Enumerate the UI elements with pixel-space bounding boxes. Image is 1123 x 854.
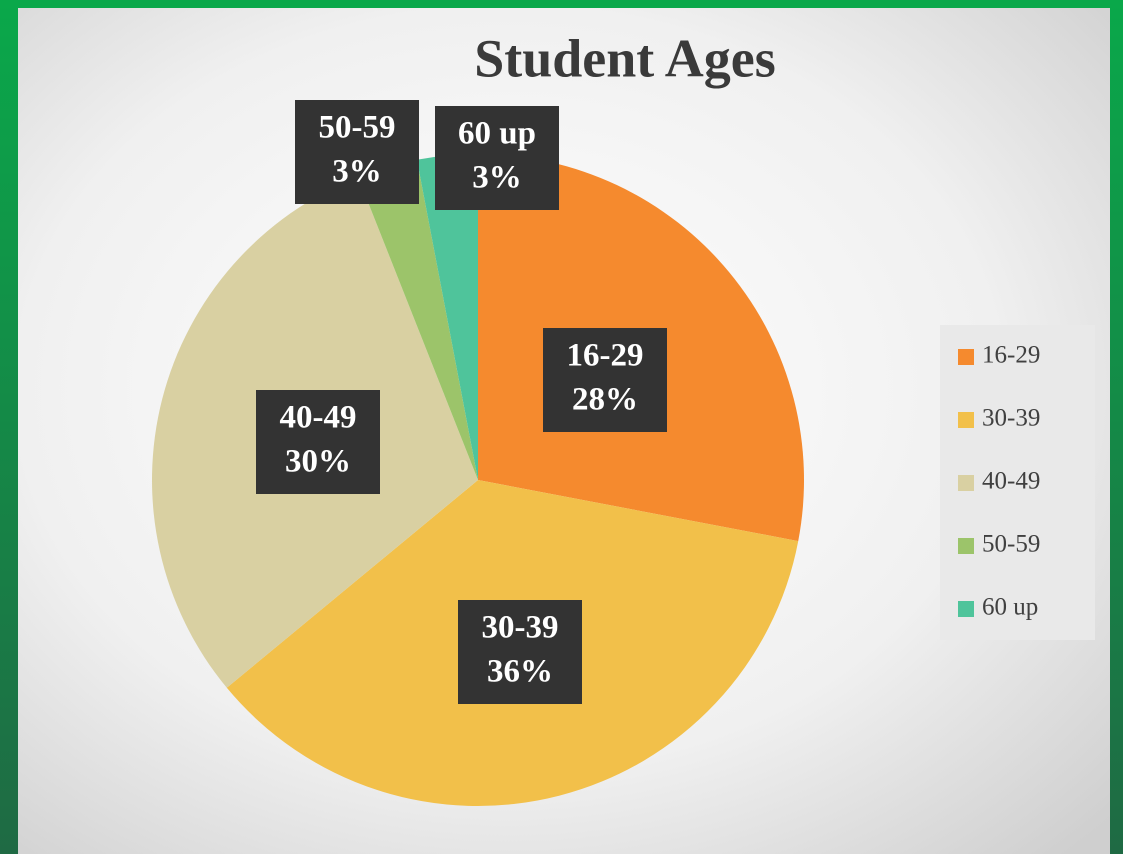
- legend-label: 40-49: [982, 468, 1040, 495]
- legend-swatch: [958, 349, 974, 365]
- data-label-category: 50-59: [319, 110, 396, 146]
- legend-label: 50-59: [982, 531, 1040, 558]
- data-label-category: 30-39: [482, 610, 559, 646]
- pie-slice: [357, 159, 478, 480]
- data-label-box: [458, 600, 582, 704]
- chart-title: Student Ages: [474, 28, 776, 88]
- data-label-category: 60 up: [458, 116, 536, 152]
- data-label-box: [256, 390, 380, 494]
- data-label-category: 40-49: [280, 400, 357, 436]
- data-label-box: [435, 106, 559, 210]
- data-label-value: 3%: [472, 160, 522, 196]
- legend-label: 30-39: [982, 405, 1040, 432]
- data-label-value: 3%: [332, 154, 382, 190]
- legend-label: 60 up: [982, 594, 1038, 621]
- legend-swatch: [958, 601, 974, 617]
- legend-swatch: [958, 412, 974, 428]
- pie-slice: [416, 154, 478, 480]
- data-label-box: [295, 100, 419, 204]
- legend-label: 16-29: [982, 342, 1040, 369]
- data-label-value: 28%: [572, 382, 638, 418]
- legend-swatch: [958, 538, 974, 554]
- data-label-value: 36%: [487, 654, 553, 690]
- data-label-box: [543, 328, 667, 432]
- data-label-value: 30%: [285, 444, 351, 480]
- legend-swatch: [958, 475, 974, 491]
- data-label-category: 16-29: [567, 338, 644, 374]
